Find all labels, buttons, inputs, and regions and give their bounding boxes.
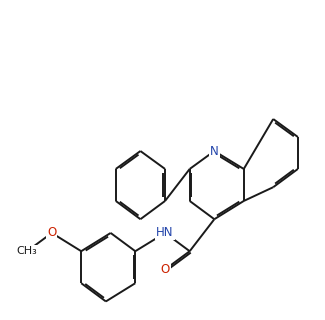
Text: O: O	[47, 227, 57, 239]
Text: CH₃: CH₃	[17, 246, 37, 256]
Text: HN: HN	[156, 227, 174, 239]
Text: O: O	[161, 263, 170, 276]
Text: N: N	[210, 145, 219, 157]
